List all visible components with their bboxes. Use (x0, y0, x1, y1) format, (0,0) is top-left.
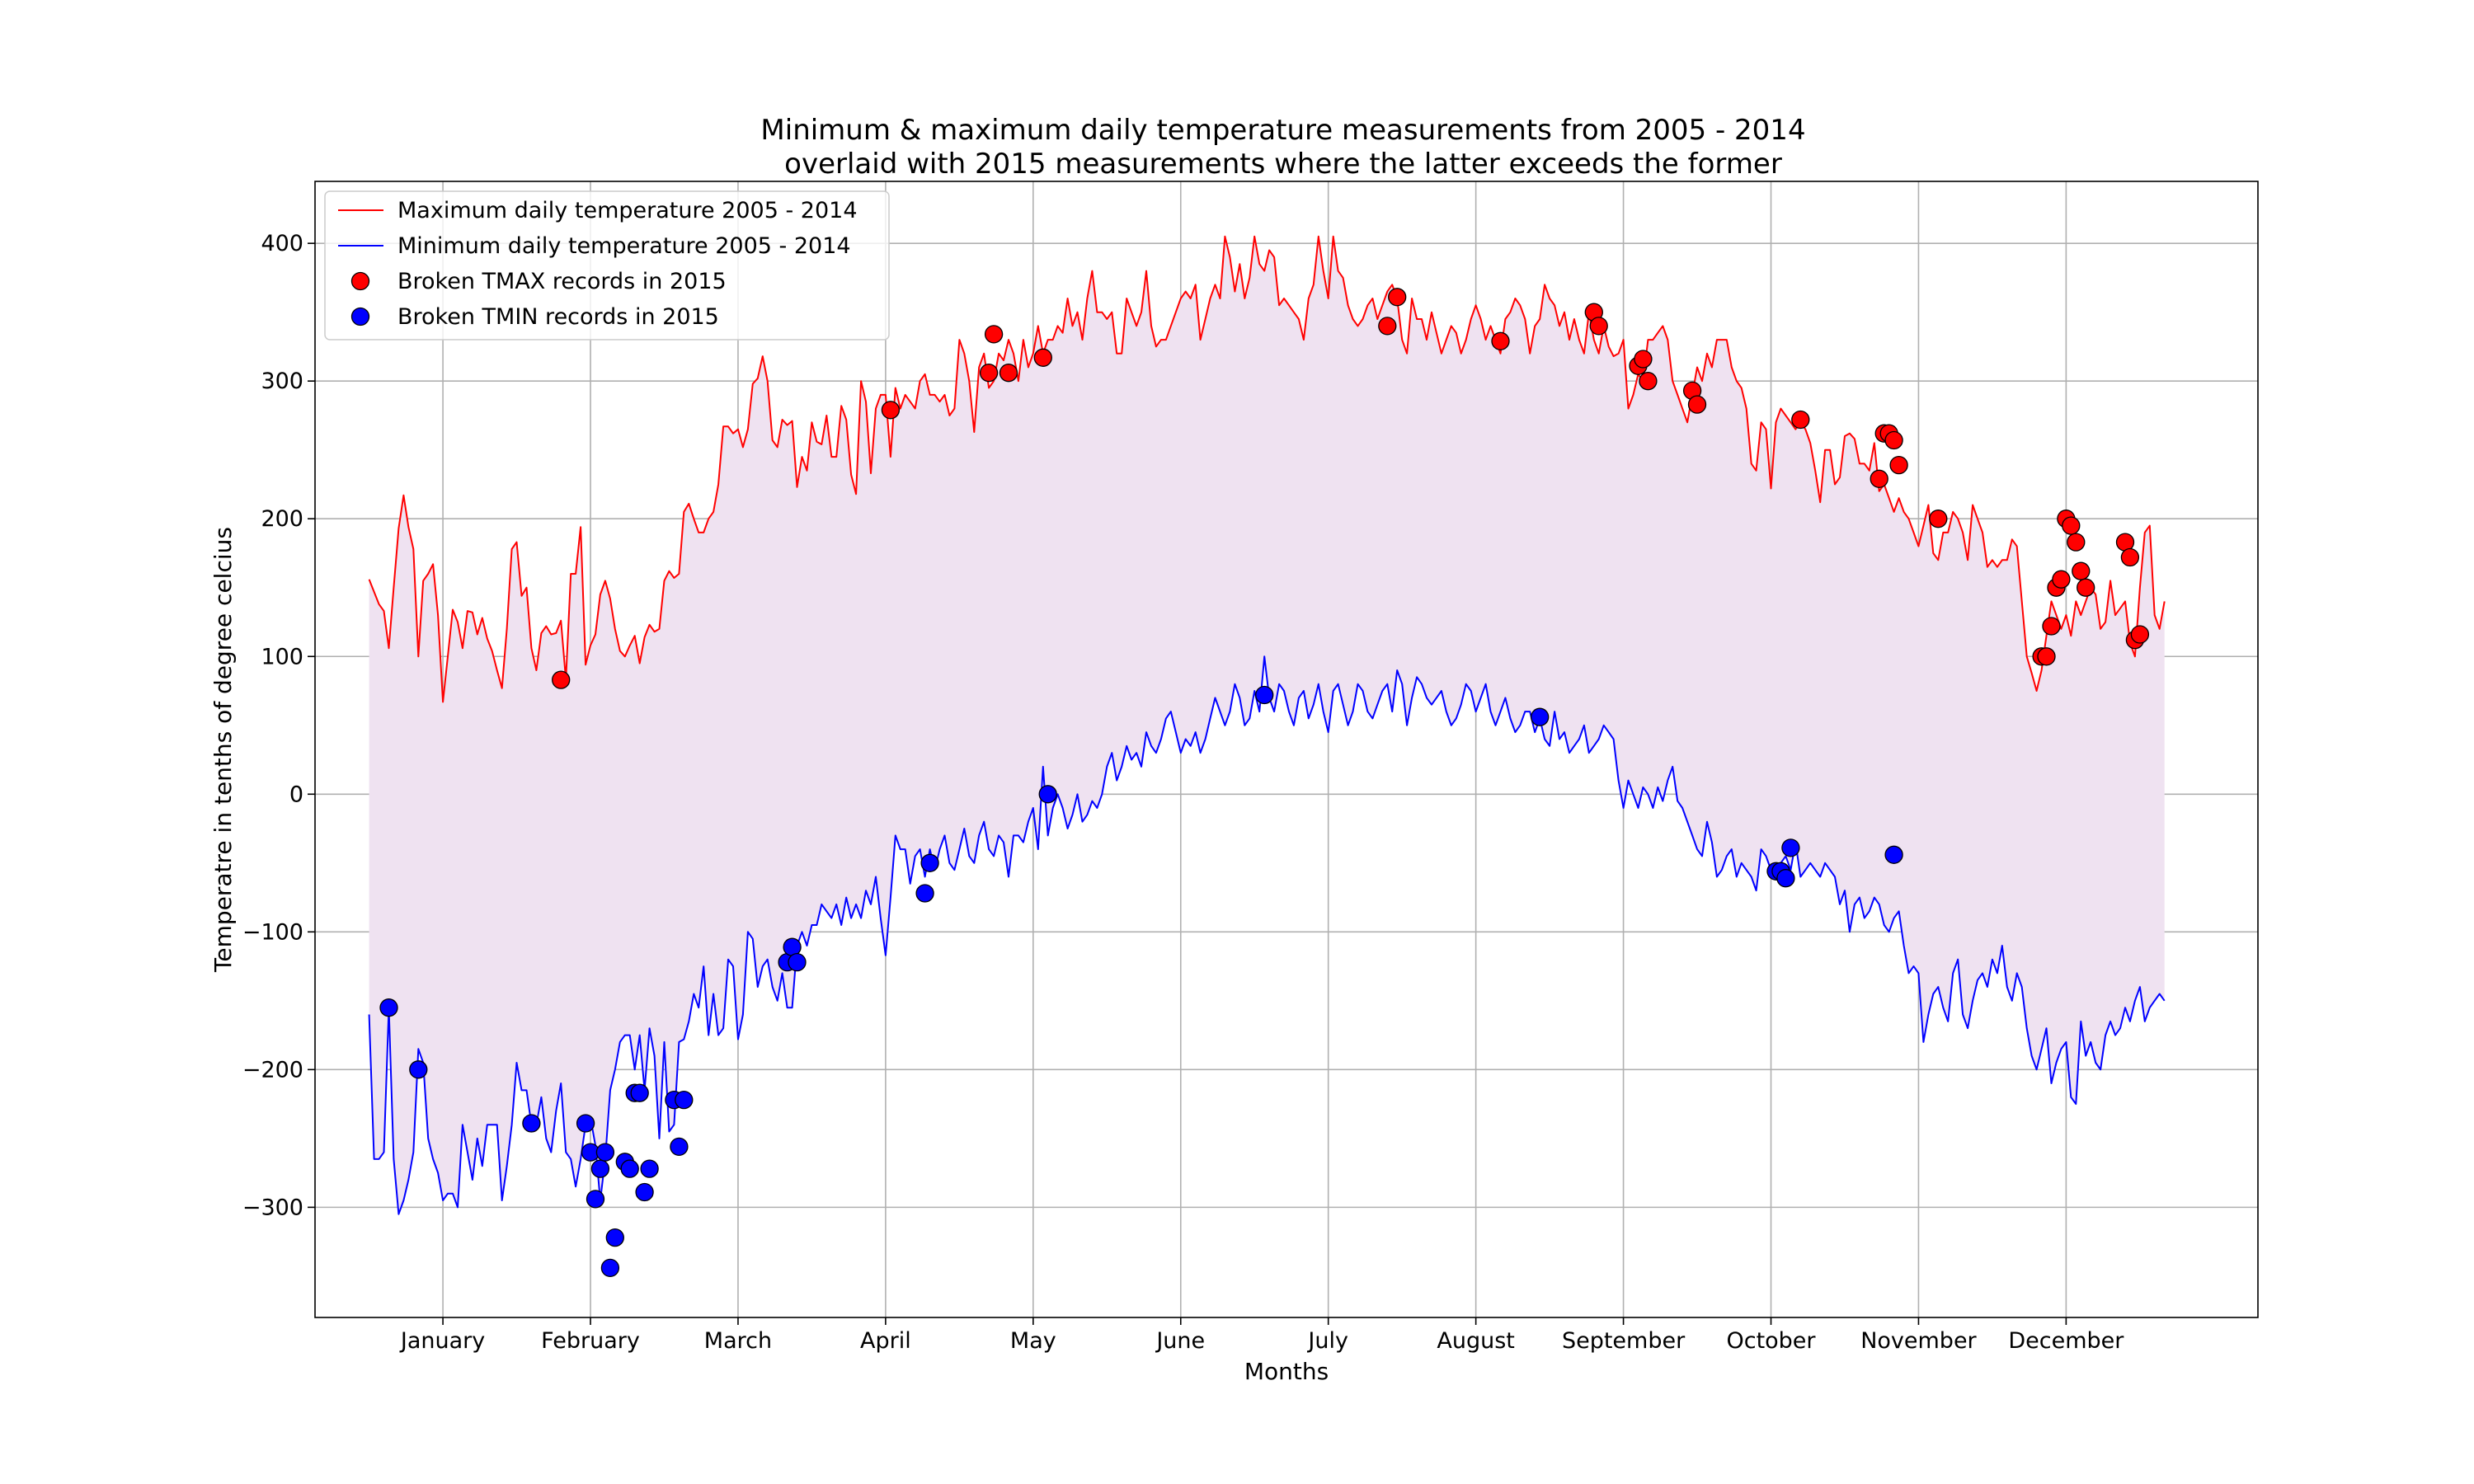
tmin-record-point (1038, 785, 1057, 804)
tmin-record-point (409, 1060, 428, 1079)
tmin-record-point (635, 1182, 654, 1202)
x-tick-label: March (704, 1328, 772, 1354)
tmin-record-point (590, 1159, 610, 1178)
tmax-record-point (1589, 317, 1608, 336)
legend-tmin-records-label: Broken TMIN records in 2015 (397, 304, 719, 330)
x-tick-label: June (1155, 1328, 1205, 1354)
tmin-record-point (920, 853, 939, 872)
min-max-range-fill (369, 236, 2165, 1214)
tmax-record-point (1791, 410, 1810, 430)
record-points (379, 288, 2150, 1278)
tmin-record-point (620, 1159, 639, 1178)
tmax-record-point (1378, 317, 1397, 336)
x-tick-label: April (860, 1328, 911, 1354)
tmax-line (368, 235, 2166, 703)
y-tick-label: 100 (261, 644, 303, 669)
tmax-record-point (2072, 561, 2091, 580)
y-tick-label: −300 (242, 1195, 303, 1220)
y-tick-label: −200 (242, 1057, 303, 1082)
tmax-record-point (2062, 516, 2081, 535)
tmax-record-point (979, 364, 999, 383)
tmax-record-point (2052, 570, 2071, 589)
x-tick-label: November (1860, 1328, 1977, 1354)
tmax-record-point (2042, 617, 2061, 636)
x-tick-label: December (2008, 1328, 2124, 1354)
x-tick-label: May (1010, 1328, 1056, 1354)
x-tick-label: October (1726, 1328, 1816, 1354)
y-axis-label: Temperatre in tenths of degree celcius (209, 527, 237, 973)
x-tick-label: September (1562, 1328, 1686, 1354)
tmin-record-point (605, 1228, 624, 1247)
tmin-record-point (915, 884, 934, 903)
tmax-record-point (984, 325, 1004, 344)
legend-tmax-records-swatch (350, 271, 370, 291)
tmin-record-point (595, 1143, 615, 1162)
tmin-record-point (600, 1258, 620, 1278)
tmax-record-point (1884, 430, 1903, 450)
min-max-fill (369, 236, 2165, 1214)
x-tick-label: February (541, 1328, 640, 1354)
tmax-record-point (2077, 578, 2095, 597)
chart-title-line-1: Minimum & maximum daily temperature meas… (760, 114, 1805, 147)
x-axis-label: Months (1244, 1358, 1329, 1385)
tmin-record-point (586, 1190, 605, 1209)
x-tick-label: July (1306, 1328, 1348, 1354)
tmin-record-point (630, 1083, 649, 1102)
tmax-record-point (1870, 469, 1888, 488)
tmax-record-point (1033, 348, 1052, 367)
tmax-record-point (2120, 547, 2140, 567)
tmin-record-point (675, 1090, 694, 1110)
x-tick-label: January (399, 1328, 485, 1354)
tmax-record-point (2067, 533, 2086, 552)
tmax-record-point (881, 401, 901, 420)
tmin-record-point (640, 1159, 659, 1178)
tmin-record-point (1781, 838, 1800, 857)
tmax-record-point (999, 364, 1018, 383)
tmax-record-point (1388, 288, 1407, 307)
tmin-line (368, 655, 2166, 1215)
y-tick-label: 200 (261, 506, 303, 532)
legend-tmax-records-label: Broken TMAX records in 2015 (397, 269, 727, 294)
tmax-record-point (1491, 331, 1510, 350)
legend: Maximum daily temperature 2005 - 2014 Min… (324, 190, 890, 340)
y-tick-label: 400 (261, 231, 303, 256)
tmin-record-point (1884, 845, 1903, 864)
plot-frame (314, 181, 2259, 1318)
tmax-record-point (1634, 350, 1653, 369)
series-lines (368, 235, 2166, 1215)
legend-tmin-label: Minimum daily temperature 2005 - 2014 (397, 233, 851, 259)
tmin-record-point (522, 1114, 541, 1133)
y-tick-label: 300 (261, 369, 303, 394)
x-tick-label: August (1437, 1328, 1515, 1354)
tmax-record-point (2037, 647, 2056, 666)
legend-tmax-label: Maximum daily temperature 2005 - 2014 (397, 198, 858, 223)
tmin-record-point (379, 998, 398, 1017)
y-tick-label: 0 (289, 782, 303, 807)
tmax-record-point (1639, 372, 1658, 391)
tmin-record-point (670, 1137, 689, 1157)
x-axis-ticks: January February March April May June July Augu… (399, 1317, 2124, 1354)
tmin-record-point (1776, 869, 1795, 888)
tmax-record-point (2130, 625, 2150, 644)
tmin-record-point (1255, 685, 1274, 705)
tmax-record-point (552, 670, 571, 689)
tmax-record-point (1889, 455, 1908, 475)
legend-tmin-records-swatch (350, 307, 370, 326)
tmax-record-point (1929, 510, 1948, 528)
y-axis-ticks: −300 −200 −100 0 100 200 300 400 (242, 231, 315, 1220)
tmin-record-point (1531, 707, 1550, 726)
tmax-record-point (1687, 395, 1707, 414)
chart-title-line-2: overlaid with 2015 measurements where th… (784, 148, 1782, 181)
legend-box (324, 190, 890, 340)
y-tick-label: −100 (242, 919, 303, 945)
tmin-record-point (576, 1114, 595, 1133)
tmin-record-point (788, 952, 807, 972)
